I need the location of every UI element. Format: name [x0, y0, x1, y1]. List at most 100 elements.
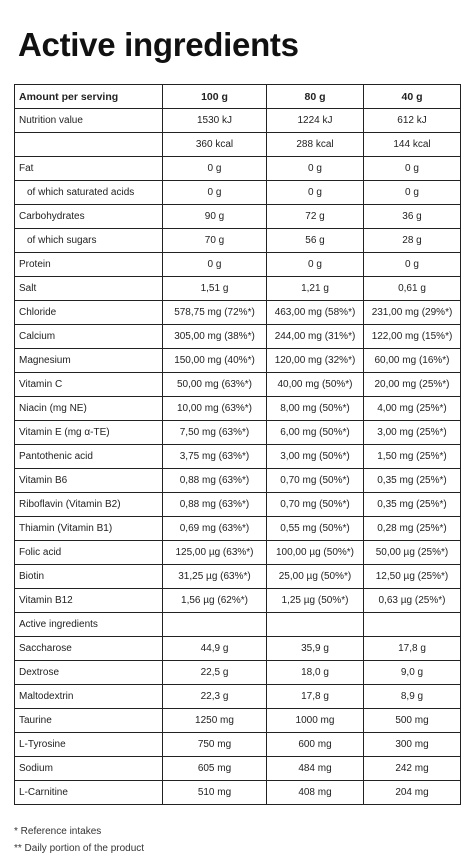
row-label: of which sugars [14, 228, 163, 253]
row-value: 4,00 mg (25%*) [363, 396, 461, 421]
row-value: 0,88 mg (63%*) [162, 492, 267, 517]
table-row: Niacin (mg NE) 10,00 mg (63%*) 8,00 mg (50… [14, 396, 461, 421]
row-value: 360 kcal [162, 132, 267, 157]
row-value: 17,8 g [363, 636, 461, 661]
row-value: 50,00 µg (25%*) [363, 540, 461, 565]
header-40g: 40 g [363, 84, 461, 109]
row-value: 231,00 mg (29%*) [363, 300, 461, 325]
row-label: Maltodextrin [14, 684, 163, 709]
row-label: Carbohydrates [14, 204, 163, 229]
row-label: Salt [14, 276, 163, 301]
row-value: 17,8 g [266, 684, 364, 709]
row-value: 1,50 mg (25%*) [363, 444, 461, 469]
row-label: Folic acid [14, 540, 163, 565]
table-row: Salt 1,51 g 1,21 g 0,61 g [14, 276, 461, 301]
header-amount-per-serving: Amount per serving [14, 84, 163, 109]
table-row: Sodium 605 mg 484 mg 242 mg [14, 756, 461, 781]
row-value: 0,28 mg (25%*) [363, 516, 461, 541]
row-value: 305,00 mg (38%*) [162, 324, 267, 349]
row-value: 3,00 mg (50%*) [266, 444, 364, 469]
row-value: 1530 kJ [162, 108, 267, 133]
table-row: of which sugars 70 g 56 g 28 g [14, 228, 461, 253]
row-value: 0 g [162, 180, 267, 205]
table-row: Maltodextrin 22,3 g 17,8 g 8,9 g [14, 684, 461, 709]
row-value: 0 g [363, 156, 461, 181]
row-value: 28 g [363, 228, 461, 253]
table-header-row: Amount per serving 100 g 80 g 40 g [14, 84, 461, 109]
row-value: 31,25 µg (63%*) [162, 564, 267, 589]
table-row: Vitamin B12 1,56 µg (62%*) 1,25 µg (50%*) 0… [14, 588, 461, 613]
row-value: 600 mg [266, 732, 364, 757]
table-row: Calcium 305,00 mg (38%*) 244,00 mg (31%*) 1… [14, 324, 461, 349]
row-value: 12,50 µg (25%*) [363, 564, 461, 589]
row-value: 50,00 mg (63%*) [162, 372, 267, 397]
footnote-daily-portion: ** Daily portion of the product [14, 843, 145, 854]
row-value: 204 mg [363, 780, 461, 805]
row-label: Vitamin B12 [14, 588, 163, 613]
row-value: 36 g [363, 204, 461, 229]
table-row: Dextrose 22,5 g 18,0 g 9,0 g [14, 660, 461, 685]
row-label: Biotin [14, 564, 163, 589]
table-body: Nutrition value 1530 kJ 1224 kJ 612 kJ 360 k… [14, 108, 461, 805]
table-row: Magnesium 150,00 mg (40%*) 120,00 mg (32%*… [14, 348, 461, 373]
row-value: 72 g [266, 204, 364, 229]
row-value: 125,00 µg (63%*) [162, 540, 267, 565]
header-80g: 80 g [266, 84, 364, 109]
row-value: 8,00 mg (50%*) [266, 396, 364, 421]
row-value: 0,69 mg (63%*) [162, 516, 267, 541]
row-value: 0,35 mg (25%*) [363, 468, 461, 493]
row-value: 484 mg [266, 756, 364, 781]
table-row: Riboflavin (Vitamin B2) 0,88 mg (63%*) 0,7… [14, 492, 461, 517]
row-value: 0,63 µg (25%*) [363, 588, 461, 613]
row-value: 500 mg [363, 708, 461, 733]
row-value: 60,00 mg (16%*) [363, 348, 461, 373]
table-row: L-Carnitine 510 mg 408 mg 204 mg [14, 780, 461, 805]
row-label: Nutrition value [14, 108, 163, 133]
table-row: Folic acid 125,00 µg (63%*) 100,00 µg (50%… [14, 540, 461, 565]
row-label: Chloride [14, 300, 163, 325]
row-label: Pantothenic acid [14, 444, 163, 469]
row-label: L-Tyrosine [14, 732, 163, 757]
table-row: Saccharose 44,9 g 35,9 g 17,8 g [14, 636, 461, 661]
row-label: Vitamin B6 [14, 468, 163, 493]
row-label: Vitamin C [14, 372, 163, 397]
table-row: L-Tyrosine 750 mg 600 mg 300 mg [14, 732, 461, 757]
table-row: Thiamin (Vitamin B1) 0,69 mg (63%*) 0,55 m… [14, 516, 461, 541]
row-value: 612 kJ [363, 108, 461, 133]
row-value: 578,75 mg (72%*) [162, 300, 267, 325]
row-value: 40,00 mg (50%*) [266, 372, 364, 397]
row-value: 90 g [162, 204, 267, 229]
footnotes: * Reference intakes ** Daily portion of … [14, 823, 144, 857]
row-value: 0 g [162, 156, 267, 181]
row-value: 20,00 mg (25%*) [363, 372, 461, 397]
row-value: 605 mg [162, 756, 267, 781]
row-value: 300 mg [363, 732, 461, 757]
row-value: 9,0 g [363, 660, 461, 685]
row-value: 0 g [266, 156, 364, 181]
row-label: Vitamin E (mg α-TE) [14, 420, 163, 445]
row-value: 0,61 g [363, 276, 461, 301]
nutrition-table-container: Amount per serving 100 g 80 g 40 g Nutri… [14, 84, 461, 805]
table-row: Chloride 578,75 mg (72%*) 463,00 mg (58%*)… [14, 300, 461, 325]
row-label: Fat [14, 156, 163, 181]
table-row: Vitamin B6 0,88 mg (63%*) 0,70 mg (50%*) 0,… [14, 468, 461, 493]
row-label: Saccharose [14, 636, 163, 661]
row-value: 70 g [162, 228, 267, 253]
row-value: 7,50 mg (63%*) [162, 420, 267, 445]
row-label: Niacin (mg NE) [14, 396, 163, 421]
row-value: 56 g [266, 228, 364, 253]
row-label: Riboflavin (Vitamin B2) [14, 492, 163, 517]
row-value: 10,00 mg (63%*) [162, 396, 267, 421]
row-value: 0 g [162, 252, 267, 277]
row-value: 1224 kJ [266, 108, 364, 133]
row-value: 3,00 mg (25%*) [363, 420, 461, 445]
row-value [162, 612, 267, 637]
row-value: 150,00 mg (40%*) [162, 348, 267, 373]
row-label: Taurine [14, 708, 163, 733]
row-value: 6,00 mg (50%*) [266, 420, 364, 445]
row-value: 242 mg [363, 756, 461, 781]
nutrition-table: Amount per serving 100 g 80 g 40 g Nutri… [14, 84, 461, 805]
row-label: Sodium [14, 756, 163, 781]
